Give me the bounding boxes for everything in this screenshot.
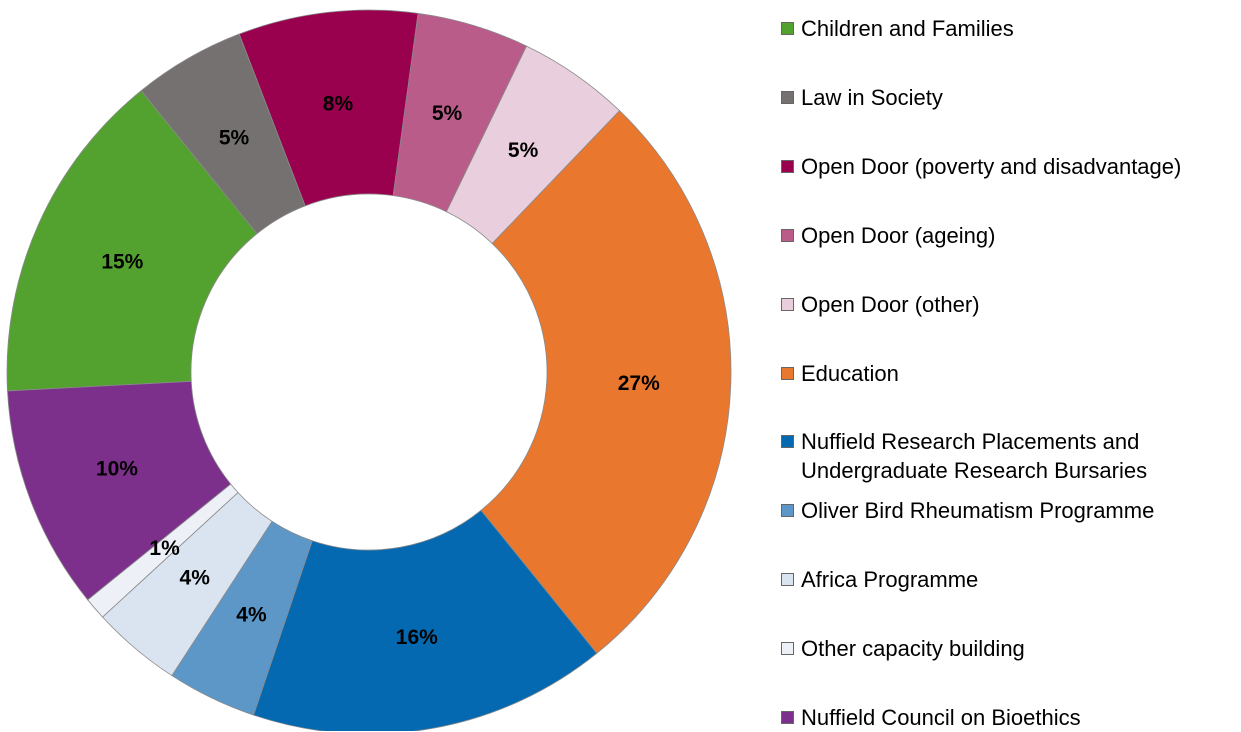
legend-label: Africa Programme [801, 567, 979, 592]
legend-label: Oliver Bird Rheumatism Programme [801, 498, 1155, 523]
value-label-oliver-bird-rheumatism-programme: 4% [236, 604, 267, 627]
legend-swatch [781, 229, 794, 242]
legend-label: Open Door (poverty and disadvantage) [801, 154, 1182, 179]
legend-label: Education [801, 361, 899, 386]
value-label-open-door-poverty-and-disadvantage: 8% [323, 92, 354, 115]
legend-item-law-in-society: Law in Society [781, 83, 943, 112]
donut-chart: 15%5%8% 5%5%27%16%4%4%1%10% [6, 9, 732, 731]
legend-item-education: Education [781, 359, 899, 388]
legend-item-other-capacity-building: Other capacity building [781, 634, 1025, 663]
legend-item-open-door-poverty-and-disadvantage: Open Door (poverty and disadvantage) [781, 152, 1181, 181]
legend-swatch [781, 435, 794, 448]
slice-children-and-families [6, 90, 258, 392]
value-label-nuffield-council-on-bioethics: 10% [96, 457, 138, 480]
legend-swatch [781, 91, 794, 104]
legend-label: Other capacity building [801, 636, 1025, 661]
value-label-open-door-ageing: 5% [432, 102, 463, 125]
legend-item-children-and-families: Children and Families [781, 14, 1014, 43]
donut-slices [6, 9, 732, 731]
legend-swatch [781, 504, 794, 517]
legend-item-open-door-ageing: Open Door (ageing) [781, 221, 995, 250]
legend-item-nuffield-council-on-bioethics: Nuffield Council on Bioethics [781, 703, 1081, 732]
legend-swatch [781, 160, 794, 173]
legend-label: Open Door (other) [801, 292, 980, 317]
slice-nuffield-research-placements-and-undergraduate-research-bursaries [253, 509, 598, 731]
value-label-nuffield-research-placements-and-undergraduate-research-bursaries: 16% [396, 626, 438, 649]
legend-item-open-door-other: Open Door (other) [781, 290, 980, 319]
legend-swatch [781, 711, 794, 724]
slice-education [480, 110, 732, 654]
value-label-other-capacity-building: 1% [149, 537, 180, 560]
legend-label: Nuffield Council on Bioethics [801, 705, 1081, 730]
legend-label: Nuffield Research Placements and Undergr… [801, 429, 1148, 483]
legend-swatch [781, 642, 794, 655]
value-label-law-in-society: 5% [219, 127, 250, 150]
value-label-children-and-families: 15% [101, 251, 143, 274]
legend-item-nuffield-research-placements-and-undergraduate-research-bursaries: Nuffield Research Placements and Undergr… [781, 427, 1147, 485]
chart-legend: Children and Families Law in Society Open … [781, 0, 1241, 731]
slice-nuffield-council-on-bioethics [7, 380, 232, 601]
legend-swatch [781, 298, 794, 311]
legend-label: Law in Society [801, 85, 943, 110]
legend-swatch [781, 367, 794, 380]
legend-label: Open Door (ageing) [801, 223, 996, 248]
legend-swatch [781, 22, 794, 35]
donut-value-labels: 15%5%8% 5%5%27%16%4%4%1%10% [96, 92, 660, 649]
value-label-open-door-other: 5% [508, 139, 539, 162]
value-label-education: 27% [618, 372, 660, 395]
value-label-africa-programme: 4% [180, 567, 211, 590]
legend-label: Children and Families [801, 16, 1014, 41]
legend-item-oliver-bird-rheumatism-programme: Oliver Bird Rheumatism Programme [781, 496, 1154, 525]
legend-item-africa-programme: Africa Programme [781, 565, 978, 594]
legend-swatch [781, 573, 794, 586]
